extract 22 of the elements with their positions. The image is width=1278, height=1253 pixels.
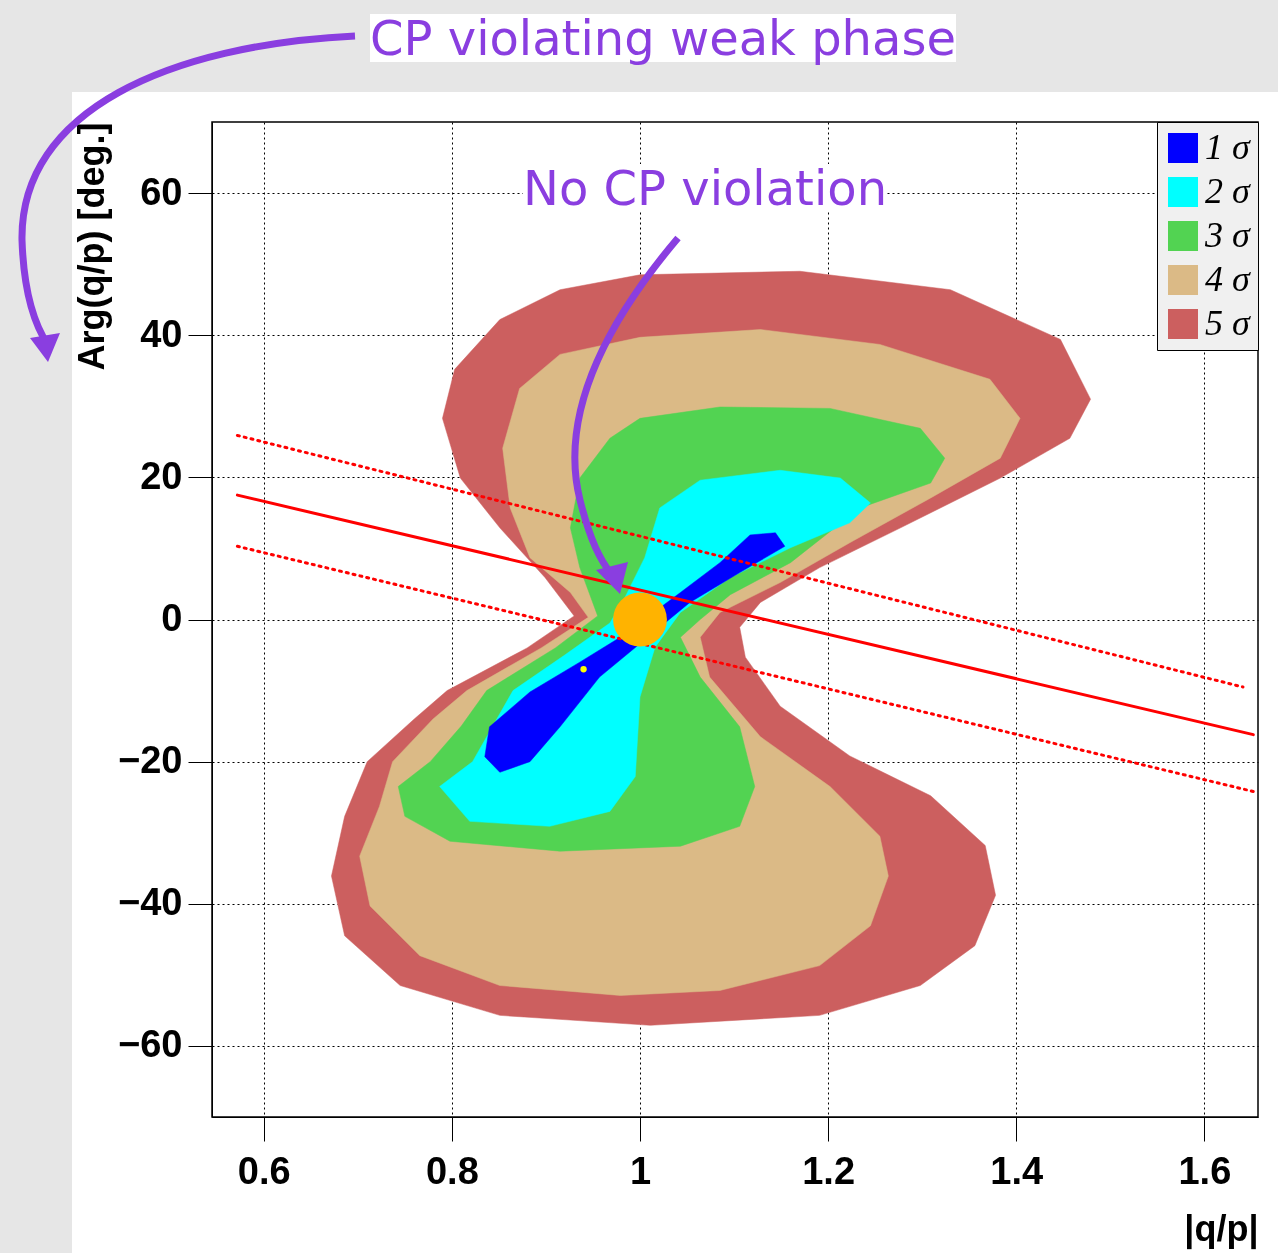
x-tick-label: 1.2 bbox=[802, 1149, 856, 1192]
x-tick-label: 0.8 bbox=[425, 1149, 479, 1192]
annotation: No CP violation bbox=[523, 160, 888, 216]
legend-label: 5 σ bbox=[1205, 303, 1251, 343]
x-tick-label: 1.6 bbox=[1178, 1149, 1232, 1192]
y-tick-label: −20 bbox=[118, 739, 183, 782]
y-tick-label: 40 bbox=[140, 312, 183, 355]
legend-label: 2 σ bbox=[1205, 171, 1251, 211]
x-tick-label: 1 bbox=[629, 1149, 652, 1192]
y-tick-label: 60 bbox=[140, 170, 183, 213]
legend-label: 3 σ bbox=[1204, 215, 1251, 255]
x-tick-label: 0.6 bbox=[237, 1149, 291, 1192]
x-tick-label: 1.4 bbox=[990, 1149, 1044, 1192]
legend-label: 1 σ bbox=[1205, 127, 1251, 167]
y-tick-label: −40 bbox=[118, 881, 183, 924]
y-tick-label: 0 bbox=[161, 597, 183, 639]
legend-label: 4 σ bbox=[1205, 259, 1251, 299]
y-tick-label: −60 bbox=[118, 1023, 183, 1066]
x-axis-title: |q/p| bbox=[1184, 1207, 1259, 1250]
y-tick-label: 20 bbox=[140, 454, 183, 497]
text: CP violating weak phase bbox=[370, 10, 956, 66]
y-axis-title: Arg(q/p) [deg.] bbox=[70, 122, 112, 371]
